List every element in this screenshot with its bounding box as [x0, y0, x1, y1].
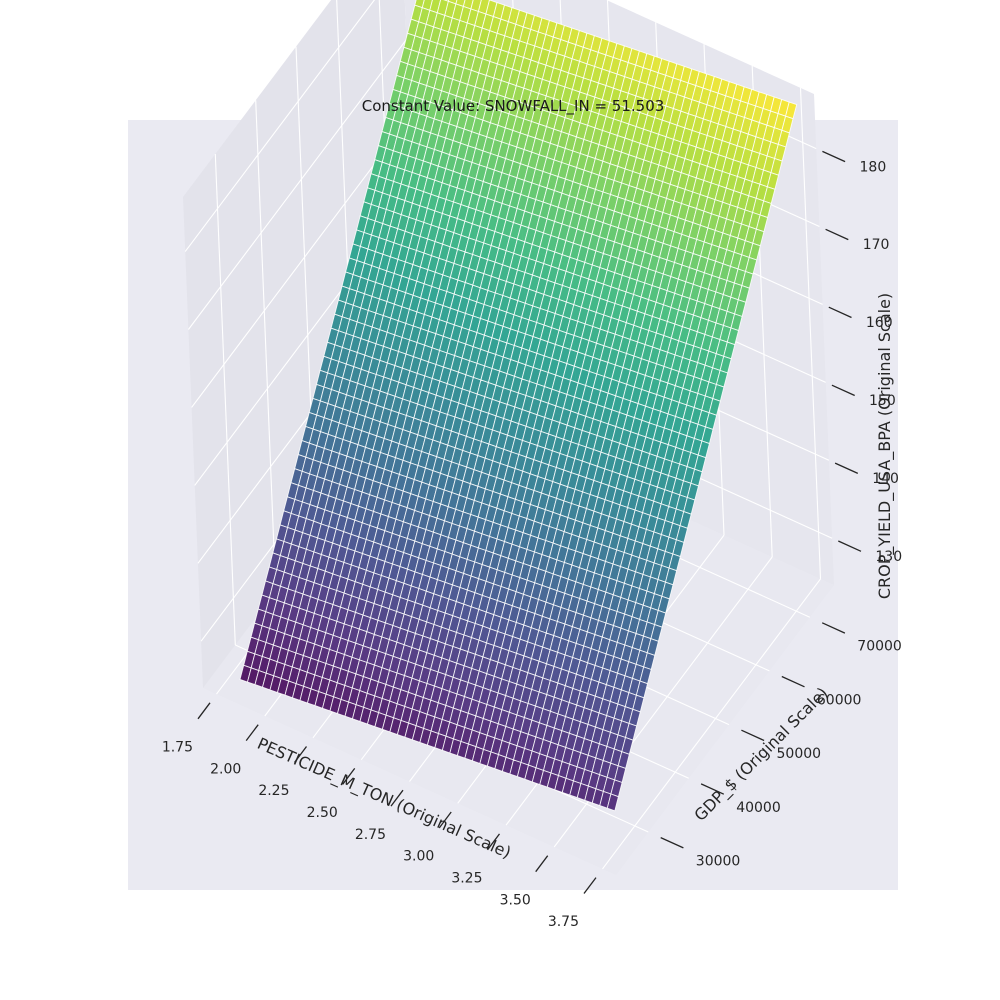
gridline	[602, 578, 821, 870]
y-tick	[781, 675, 805, 688]
gridline	[187, 39, 407, 330]
gridline	[184, 0, 376, 252]
x-tick-label: 3.00	[403, 849, 434, 865]
x-tick-label: 2.25	[258, 783, 289, 799]
gridline	[255, 100, 277, 592]
z-tick-label: 140	[872, 471, 899, 487]
gridline	[799, 87, 822, 579]
chart-title: Constant Value: SNOWFALL_IN = 51.503	[362, 97, 665, 116]
x-tick	[438, 811, 452, 829]
y-tick-label: 40000	[736, 800, 781, 816]
gridline	[214, 153, 236, 646]
x-tick-label: 2.75	[355, 827, 386, 843]
z-tick	[825, 228, 849, 241]
x-tick	[197, 702, 211, 720]
y-tick	[660, 837, 684, 849]
z-tick-label: 160	[866, 315, 893, 331]
x-tick-label: 3.75	[548, 914, 579, 930]
y-tick	[700, 783, 725, 795]
z-axis-label: CROP_YIELD_USA_BPA (Original Scale)	[875, 293, 895, 599]
x-tick	[342, 768, 356, 785]
x-tick-label: 2.50	[307, 805, 338, 821]
z-tick	[834, 462, 859, 474]
z-tick	[822, 150, 846, 163]
y-tick	[821, 622, 846, 634]
y-tick-label: 70000	[857, 639, 902, 655]
x-tick	[245, 724, 259, 741]
y-tick-label: 50000	[777, 746, 822, 762]
axis-ticks: 1.75 2.00 2.25 2.50 2.75 3.00 3.25 3.50 3.75 3000…	[162, 150, 902, 930]
x-tick	[535, 855, 549, 873]
z-tick	[838, 540, 862, 552]
x-tick-label: 3.25	[451, 871, 482, 887]
surface-plot	[239, 0, 798, 812]
y-tick-label: 30000	[696, 854, 741, 870]
x-tick	[583, 877, 597, 894]
x-tick-label: 3.50	[500, 892, 531, 908]
z-tick	[831, 384, 855, 397]
y-tick	[741, 729, 765, 742]
z-tick-label: 170	[863, 237, 890, 253]
z-tick-label: 130	[875, 549, 902, 565]
z-tick	[828, 306, 852, 319]
surface-patch	[606, 793, 619, 812]
x-tick-label: 1.75	[162, 739, 193, 755]
x-tick	[390, 789, 404, 807]
x-tick	[293, 746, 308, 763]
left-pane	[183, 0, 421, 688]
z-tick-label: 180	[860, 159, 887, 175]
x-tick-label: 2.00	[210, 761, 241, 777]
y-tick-label: 60000	[817, 692, 862, 708]
z-tick-label: 150	[869, 393, 896, 409]
x-tick	[486, 833, 501, 851]
